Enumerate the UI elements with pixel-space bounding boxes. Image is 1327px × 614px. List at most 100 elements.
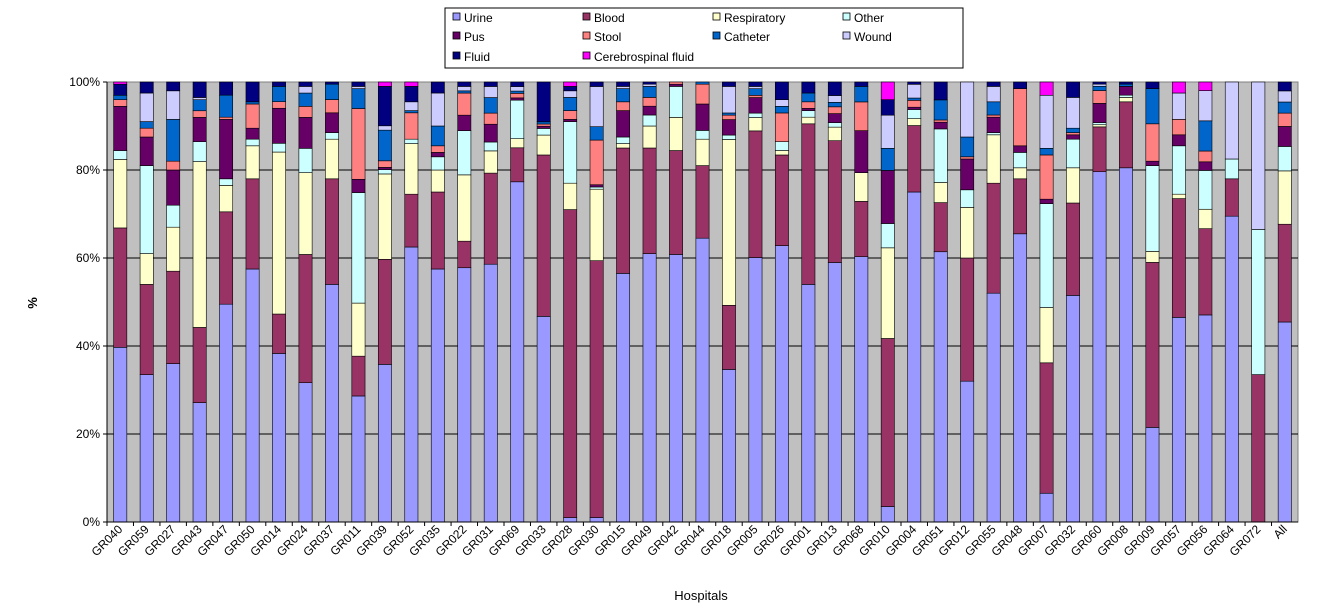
bar-segment-wound	[377, 125, 392, 131]
bar-segment-cerebrospinal-fluid	[377, 81, 392, 87]
bar-segment-respiratory	[774, 150, 789, 156]
bar-segment-blood	[854, 201, 869, 257]
bar-segment-respiratory	[1171, 193, 1186, 199]
bar-segment-stool	[351, 108, 366, 180]
bar-segment-blood	[272, 313, 286, 354]
legend: Urine Blood Respiratory Other Pus Stool Cathet…	[444, 7, 964, 69]
bar-segment-wound	[351, 86, 366, 89]
bar-segment-catheter	[774, 106, 789, 114]
bar-segment-urine	[1171, 317, 1186, 523]
bar-segment-stool	[166, 160, 181, 171]
bar-segment-other	[325, 132, 339, 140]
legend-box	[444, 7, 964, 69]
bar-segment-other	[166, 204, 181, 228]
bar-segment-urine	[801, 284, 816, 523]
bar-segment-catheter	[192, 99, 207, 112]
bar-segment-urine	[192, 402, 207, 523]
bar-segment-catheter	[1039, 148, 1054, 156]
bar-segment-wound	[430, 92, 445, 127]
bar-segment-stool	[272, 101, 286, 109]
bar-segment-catheter	[377, 129, 392, 162]
bar-segment-wound	[1198, 90, 1213, 122]
y-axis-title: %	[25, 297, 40, 309]
bar-segment-pus	[669, 83, 683, 87]
bar-segment-stool	[483, 112, 498, 125]
bar-segment-catheter	[722, 112, 736, 116]
bar-segment-catheter	[1066, 127, 1080, 133]
bar-segment-pus	[430, 152, 445, 158]
bar-segment-catheter	[166, 119, 181, 162]
bar-segment-wound	[1251, 81, 1266, 230]
bar-segment-respiratory	[563, 182, 578, 210]
bar-segment-fluid	[536, 81, 551, 123]
bar-segment-catheter	[960, 136, 975, 158]
bar-segment-urine	[642, 253, 657, 523]
bar-segment-stool	[219, 116, 234, 120]
bar-segment-stool	[457, 92, 472, 116]
bar-segment-respiratory	[616, 143, 631, 149]
bar-segment-pus	[483, 123, 498, 143]
bar-segment-urine	[722, 369, 736, 523]
bar-segment-other	[245, 138, 260, 147]
bar-segment-urine	[1119, 167, 1133, 523]
y-tick-label: 20%	[76, 427, 100, 441]
bar-segment-respiratory	[589, 188, 604, 261]
bar-segment-respiratory	[669, 117, 683, 151]
bar-segment-respiratory	[1198, 208, 1213, 229]
bar-segment-stool	[404, 112, 419, 140]
bar-segment-respiratory	[430, 169, 445, 193]
bar-segment-blood	[377, 259, 392, 365]
bar-segment-stool	[774, 112, 789, 142]
bar-segment-catheter	[113, 94, 128, 100]
bar-segment-other	[483, 141, 498, 152]
bar-segment-respiratory	[722, 139, 736, 306]
bar-segment-catheter	[245, 101, 260, 105]
bar-segment-respiratory	[351, 302, 366, 357]
bar-segment-catheter	[1198, 120, 1213, 152]
bar-segment-stool	[1277, 112, 1292, 127]
bar-segment-respiratory	[1013, 167, 1028, 180]
bar-segment-urine	[986, 292, 1001, 523]
bar-segment-pus	[1171, 134, 1186, 147]
bar-segment-wound	[457, 86, 472, 92]
bar-segment-respiratory	[192, 161, 207, 328]
bar-segment-respiratory	[272, 151, 286, 315]
bar-segment-catheter	[589, 126, 604, 141]
legend-label: Stool	[594, 30, 621, 44]
bar-segment-pus	[880, 170, 895, 224]
bar-segment-respiratory	[986, 134, 1001, 184]
bar-segment-urine	[510, 181, 525, 523]
bar-segment-pus	[907, 106, 922, 110]
bar-segment-urine	[325, 284, 339, 523]
bar-segment-wound	[616, 86, 631, 89]
legend-swatch	[712, 31, 721, 40]
bar-segment-stool	[616, 101, 631, 111]
bar-segment-respiratory	[907, 118, 922, 126]
legend-swatch	[712, 12, 721, 21]
y-tick-label: 40%	[76, 339, 100, 353]
bar-segment-catheter	[563, 97, 578, 111]
bar-segment-catheter	[325, 83, 339, 100]
bar-segment-blood	[774, 154, 789, 246]
bar-segment-stool	[827, 106, 842, 114]
bar-segment-respiratory	[933, 182, 948, 203]
bar-segment-other	[960, 189, 975, 208]
bar-segment-stool	[669, 81, 683, 85]
bar-segment-respiratory	[298, 172, 313, 255]
bar-segment-urine	[616, 273, 631, 523]
bar-segment-catheter	[510, 90, 525, 94]
bar-segment-fluid	[1066, 81, 1080, 98]
bar-segment-fluid	[404, 86, 419, 103]
bar-segment-other	[1013, 152, 1028, 169]
bar-segment-catheter	[219, 94, 234, 118]
bar-segment-other	[351, 192, 366, 304]
bar-segment-pus	[325, 112, 339, 133]
bar-segment-fluid	[642, 81, 657, 85]
bar-segment-fluid	[245, 81, 260, 103]
bar-segment-blood	[139, 284, 154, 375]
x-axis-title: Hospitals	[674, 588, 728, 603]
bar-segment-wound	[1066, 97, 1080, 129]
bar-segment-catheter	[483, 97, 498, 114]
bar-segment-pus	[1066, 134, 1080, 140]
bar-segment-pus	[695, 103, 710, 131]
